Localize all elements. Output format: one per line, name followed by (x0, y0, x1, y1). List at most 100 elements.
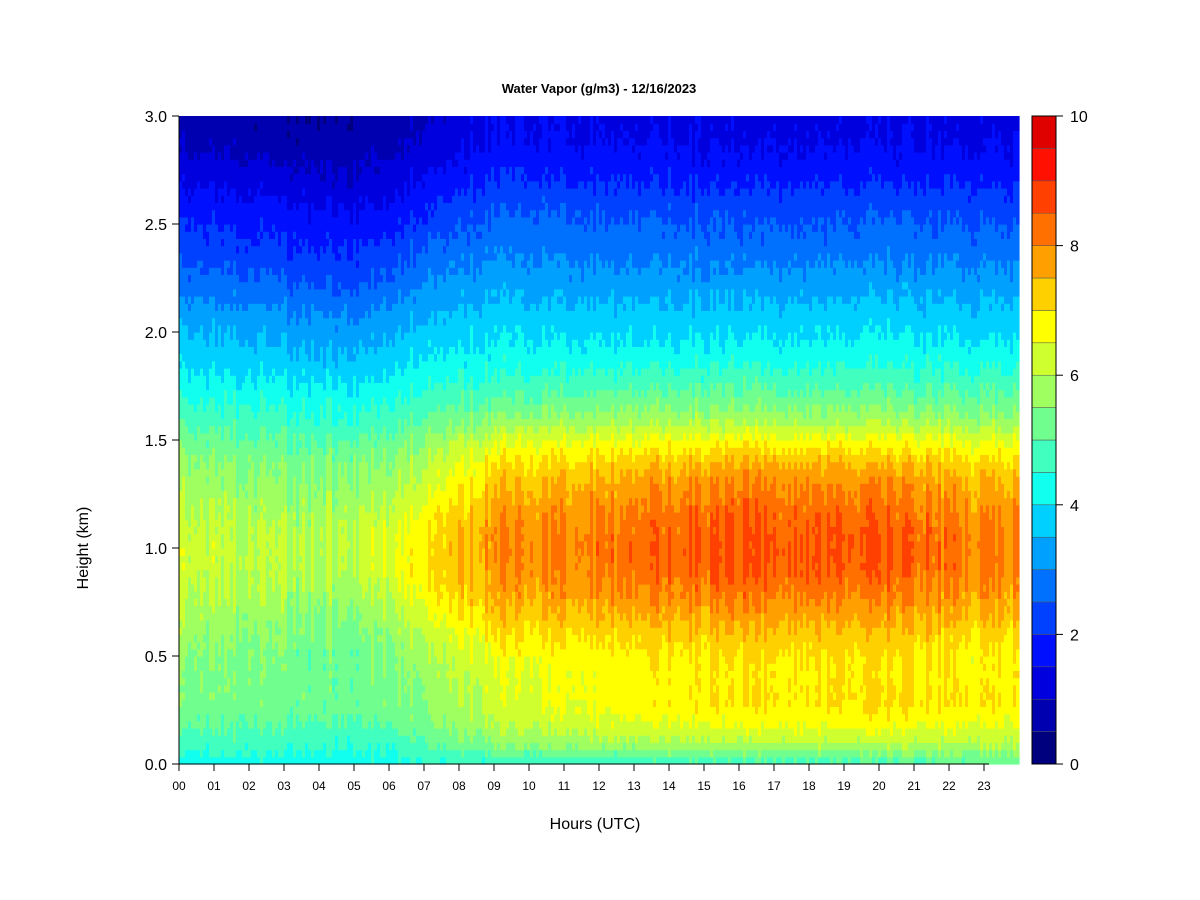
heatmap-cell (359, 504, 363, 585)
heatmap-cell (806, 670, 810, 686)
heatmap-cell (578, 180, 582, 211)
heatmap-cell (512, 504, 516, 592)
heatmap-cell (650, 555, 654, 563)
heatmap-cell (389, 116, 393, 160)
heatmap-cell (347, 209, 351, 261)
heatmap-cell (611, 713, 615, 722)
heatmap-cell (734, 195, 738, 232)
heatmap-cell (788, 742, 792, 751)
heatmap-cell (194, 332, 198, 376)
heatmap-cell (452, 404, 456, 434)
heatmap-cell (560, 418, 564, 441)
heatmap-cell (419, 216, 423, 254)
heatmap-cell (449, 382, 453, 405)
heatmap-cell (635, 756, 639, 765)
heatmap-cell (599, 440, 603, 455)
heatmap-cell (431, 123, 435, 167)
heatmap-cell (344, 346, 348, 383)
heatmap-cell (566, 677, 570, 693)
heatmap-cell (341, 620, 345, 715)
heatmap-cell (491, 447, 495, 463)
heatmap-cell (188, 562, 192, 578)
heatmap-cell (542, 756, 546, 765)
heatmap-cell (800, 216, 804, 225)
heatmap-cell (644, 735, 648, 751)
heatmap-cell (770, 540, 774, 599)
heatmap-cell (665, 756, 669, 765)
heatmap-cell (638, 447, 642, 455)
heatmap-cell (422, 418, 426, 448)
heatmap-cell (650, 339, 654, 362)
heatmap-cell (527, 497, 531, 506)
heatmap-cell (611, 605, 615, 628)
heatmap-cell (458, 620, 462, 650)
heatmap-cell (713, 598, 717, 628)
heatmap-cell (281, 656, 285, 664)
heatmap-cell (245, 627, 249, 722)
heatmap-cell (389, 432, 393, 463)
heatmap-cell (197, 569, 201, 643)
heatmap-cell (644, 756, 648, 765)
heatmap-cell (761, 231, 765, 247)
heatmap-cell (491, 598, 495, 607)
heatmap-cell (722, 303, 726, 355)
heatmap-cell (650, 569, 654, 607)
heatmap-cell (527, 180, 531, 218)
heatmap-cell (443, 360, 447, 391)
heatmap-cell (545, 641, 549, 707)
heatmap-cell (671, 620, 675, 657)
heatmap-cell (476, 749, 480, 765)
heatmap-cell (485, 260, 489, 290)
heatmap-cell (251, 540, 255, 571)
heatmap-cell (596, 202, 600, 254)
heatmap-cell (233, 612, 237, 657)
heatmap-cell (326, 432, 330, 455)
heatmap-cell (422, 699, 426, 736)
heatmap-cell (314, 605, 318, 715)
heatmap-cell (641, 735, 645, 751)
heatmap-cell (773, 706, 777, 729)
heatmap-cell (206, 274, 210, 304)
heatmap-cell (335, 425, 339, 455)
heatmap-cell (284, 648, 288, 664)
heatmap-cell (719, 742, 723, 751)
heatmap-cell (716, 209, 720, 261)
heatmap-cell (698, 188, 702, 225)
heatmap-cell (479, 238, 483, 275)
heatmap-cell (293, 432, 297, 477)
heatmap-cell (503, 116, 507, 167)
heatmap-cell (272, 159, 276, 196)
heatmap-cell (299, 569, 303, 614)
heatmap-cell (356, 497, 360, 607)
heatmap-cell (482, 605, 486, 614)
heatmap-cell (617, 641, 621, 715)
heatmap-cell (287, 425, 291, 455)
heatmap-cell (479, 382, 483, 405)
heatmap-cell (266, 720, 270, 751)
heatmap-cell (599, 224, 603, 261)
heatmap-cell (647, 216, 651, 268)
heatmap-cell (653, 447, 657, 463)
heatmap-cell (467, 159, 471, 189)
heatmap-cell (611, 216, 615, 261)
heatmap-cell (596, 468, 600, 499)
heatmap-cell (698, 483, 702, 527)
heatmap-cell (665, 152, 669, 160)
heatmap-cell (674, 576, 678, 614)
heatmap-cell (218, 152, 222, 189)
heatmap-cell (455, 591, 459, 635)
heatmap-cell (380, 267, 384, 275)
heatmap-cell (449, 634, 453, 643)
heatmap-cell (767, 188, 771, 196)
heatmap-cell (224, 303, 228, 333)
heatmap-cell (350, 490, 354, 599)
heatmap-cell (431, 461, 435, 499)
heatmap-cell (371, 684, 375, 729)
heatmap-cell (665, 159, 669, 189)
heatmap-cell (503, 324, 507, 355)
heatmap-cell (506, 684, 510, 729)
heatmap-cell (626, 454, 630, 470)
heatmap-cell (488, 152, 492, 182)
heatmap-cell (749, 447, 753, 470)
heatmap-cell (464, 368, 468, 391)
